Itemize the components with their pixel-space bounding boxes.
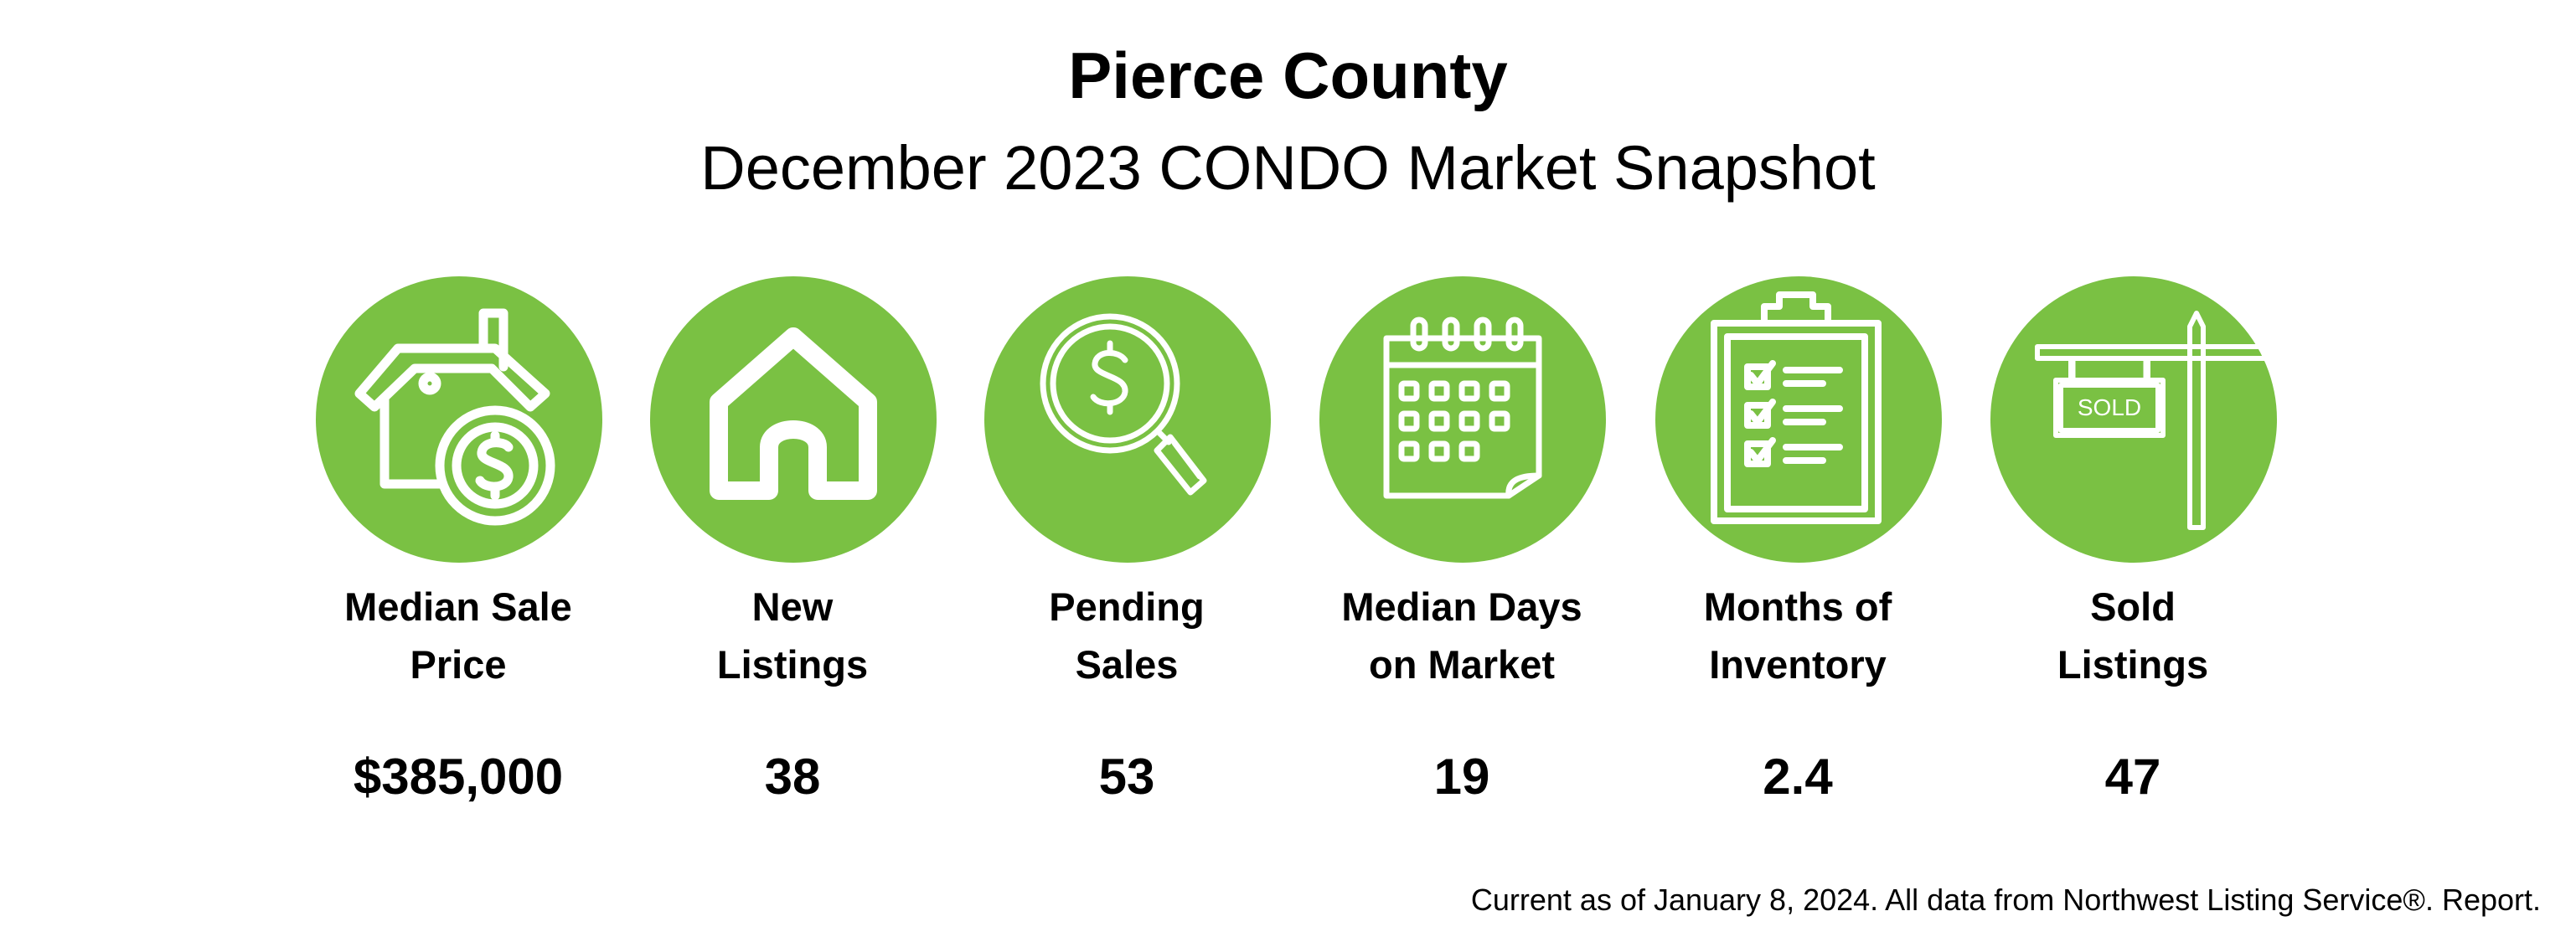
stat-icon-circle (316, 276, 602, 563)
stat-label: Sold Listings (1957, 578, 2309, 693)
stat-label-line: Pending (1049, 584, 1205, 629)
stat-value: 2.4 (1763, 749, 1833, 805)
page-title: Pierce County (1068, 39, 1508, 112)
sold-sign-text: SOLD (2078, 394, 2141, 420)
house-dollar-icon (354, 308, 555, 526)
stat-label-line: Listings (2057, 642, 2209, 687)
stat-label-line: Sold (2090, 584, 2176, 629)
sold-sign-icon: SOLD (2035, 311, 2276, 530)
calendar-icon (1383, 317, 1542, 499)
stat-value: 38 (764, 749, 821, 805)
stat-value: 47 (2104, 749, 2161, 805)
house-outline-icon (710, 327, 877, 500)
stat-label-line: Listings (716, 642, 869, 687)
stat-icon-circle (1655, 276, 1942, 563)
stat-value: 19 (1433, 749, 1490, 805)
footer-note: Current as of January 8, 2024. All data … (1470, 883, 2541, 917)
stat-label: Median Sale Price (282, 578, 634, 693)
stat-value: 53 (1098, 749, 1155, 805)
stat-label: New Listings (617, 578, 968, 693)
stat-label: Median Days on Market (1286, 578, 1638, 693)
stat-label-line: Months of (1703, 584, 1892, 629)
stat-label-line: Median Days (1341, 584, 1582, 629)
stat-label-line: New (751, 584, 834, 629)
stat-label-line: Price (410, 642, 507, 687)
stat-label-line: Median Sale (344, 584, 572, 629)
stat-icon-circle (650, 276, 937, 563)
stat-icon-circle (984, 276, 1271, 563)
clipboard-checklist-icon (1711, 291, 1882, 524)
stat-label: Months of Inventory (1622, 578, 1974, 693)
stat-label-line: Sales (1075, 642, 1179, 687)
stat-label: Pending Sales (951, 578, 1303, 693)
magnifier-dollar-icon (1040, 313, 1207, 496)
stat-value: $385,000 (353, 749, 564, 805)
stat-icon-circle (1319, 276, 1606, 563)
page-subtitle: December 2023 CONDO Market Snapshot (700, 133, 1876, 203)
stat-label-line: on Market (1369, 642, 1555, 687)
stat-icon-circle: SOLD (1990, 276, 2277, 563)
stat-label-line: Inventory (1709, 642, 1887, 687)
